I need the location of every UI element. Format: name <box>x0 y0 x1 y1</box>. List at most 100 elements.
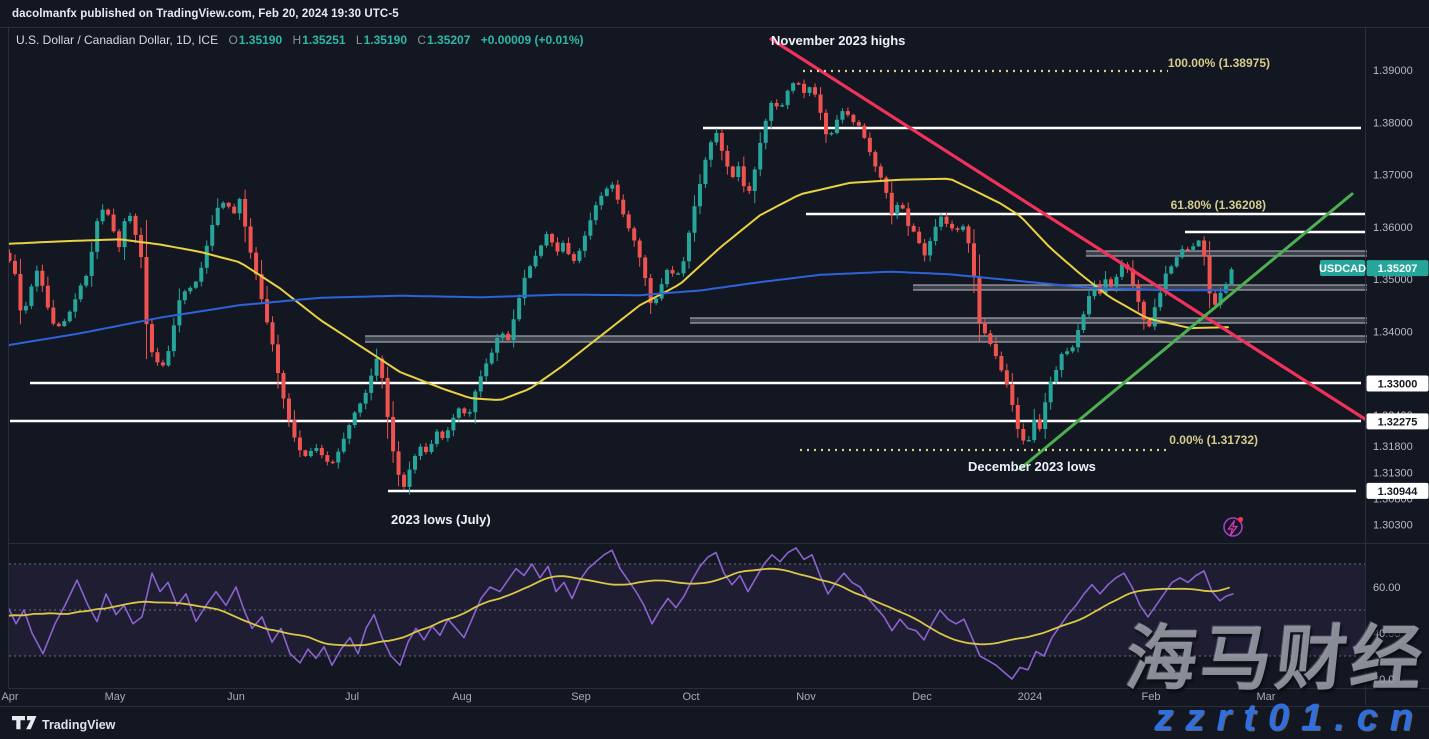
lightning-bolt-icon <box>1227 520 1239 537</box>
candle-body <box>18 273 23 311</box>
price-axis[interactable]: 1.39000 1.38000 1.37000 1.36000 1.35000 1.340… <box>1366 65 1429 686</box>
candle-body <box>708 142 713 160</box>
candle-body <box>577 250 582 261</box>
price-axis-label: 1.39000 <box>1373 65 1413 77</box>
candle-body <box>922 243 927 256</box>
candle-body <box>330 461 335 464</box>
candle-body <box>1229 269 1234 285</box>
candle-body <box>971 243 976 278</box>
candle-body <box>511 319 516 341</box>
tradingview-brand-text[interactable]: TradingView <box>42 718 116 732</box>
rsi-axis-label: 60.00 <box>1373 582 1401 594</box>
trendlines[interactable] <box>769 37 1368 471</box>
candle-body <box>939 216 944 227</box>
candle-body <box>780 105 785 107</box>
candle-body <box>719 132 724 151</box>
candle-body <box>648 278 653 304</box>
watermark-chinese: 海马财经 <box>1121 620 1429 699</box>
candle-body <box>1196 240 1201 247</box>
candle-body <box>1048 381 1053 403</box>
candle-body <box>621 199 626 215</box>
candle-body <box>254 252 259 275</box>
candle-body <box>692 206 697 233</box>
time-axis-label-2024: 2024 <box>1018 691 1042 703</box>
candle-body <box>270 322 275 345</box>
candle-body <box>128 215 133 222</box>
time-axis-label-Feb: Feb <box>1142 691 1161 703</box>
candle-body <box>12 260 17 274</box>
tradingview-logo-icon[interactable] <box>12 716 25 730</box>
candle-body <box>950 223 955 229</box>
december-uptrend-line[interactable] <box>1018 192 1354 471</box>
candle-body <box>56 323 61 327</box>
candle-body <box>610 184 615 189</box>
candle-body <box>1004 370 1009 385</box>
time-axis-label-Nov: Nov <box>796 691 816 703</box>
rsi-band <box>9 563 1365 657</box>
candle-body <box>1065 351 1070 355</box>
candle-body <box>308 450 313 457</box>
candle-body <box>840 111 845 120</box>
november-downtrend-line[interactable] <box>769 37 1368 421</box>
candle-body <box>9 252 12 261</box>
candle-body <box>982 322 987 334</box>
candle-body <box>495 337 500 353</box>
pane-separators <box>0 27 1429 707</box>
candle-body <box>1054 369 1059 382</box>
ma-blue-line[interactable] <box>4 270 1229 347</box>
rsi-line[interactable] <box>4 547 1234 680</box>
candle-body <box>166 351 171 366</box>
candle-body <box>380 358 385 378</box>
low-value: 1.35190 <box>363 33 407 47</box>
candle-body <box>391 416 396 452</box>
rsi-ma-line[interactable] <box>4 567 1230 647</box>
candle-body <box>659 284 664 299</box>
last-price-badge-bg <box>1366 260 1429 277</box>
flash-reaction-icon[interactable] <box>1223 516 1244 537</box>
candle-body <box>160 362 165 366</box>
rsi-axis-label: 20.00 <box>1373 674 1401 686</box>
candle-body <box>363 392 368 404</box>
candle-body <box>665 269 670 285</box>
candle-body <box>221 202 226 208</box>
candle-body <box>867 137 872 153</box>
candle-body <box>643 257 648 279</box>
candle-body <box>533 255 538 267</box>
zone-1.3385-fill <box>365 336 1367 342</box>
candle-body <box>1114 276 1119 287</box>
candle-body <box>352 412 357 426</box>
candle-body <box>336 451 341 463</box>
candle-body <box>177 300 182 326</box>
candle-body <box>730 166 735 178</box>
level-badge-1.32275-bg <box>1366 413 1429 430</box>
candle-body <box>813 87 818 95</box>
candle-body <box>281 373 286 399</box>
candle-body <box>676 273 681 275</box>
candle-body <box>725 150 730 167</box>
candle-body <box>977 277 982 323</box>
candle-body <box>802 83 807 93</box>
candle-body <box>385 377 390 417</box>
candle-body <box>51 307 56 324</box>
time-axis-label-May: May <box>105 691 126 703</box>
candle-body <box>265 299 270 323</box>
candle-body <box>604 188 609 196</box>
candle-body <box>555 242 560 252</box>
price-axis-label: 1.31300 <box>1373 467 1413 479</box>
time-axis[interactable]: Apr May Jun Jul Aug Sep Oct Nov Dec 2024 Feb Mar <box>1 691 1275 703</box>
annotation-july-lows: 2023 lows (July) <box>391 512 491 527</box>
rsi-pane[interactable] <box>4 547 1234 680</box>
symbol-title[interactable]: U.S. Dollar / Canadian Dollar, 1D, ICE <box>16 33 219 47</box>
candle-body <box>40 270 45 286</box>
level-badge-1.30944: 1.30944 <box>1378 486 1419 498</box>
candle-body <box>89 251 94 276</box>
ma-yellow-line[interactable] <box>4 177 1229 401</box>
candle-body <box>1169 266 1174 274</box>
candle-body <box>933 226 938 242</box>
price-axis-label: 1.36000 <box>1373 222 1413 234</box>
tradingview-logo-icon-7[interactable] <box>26 716 37 730</box>
candle-body <box>445 430 450 439</box>
moving-averages[interactable] <box>4 177 1229 401</box>
candle-body <box>807 87 812 93</box>
